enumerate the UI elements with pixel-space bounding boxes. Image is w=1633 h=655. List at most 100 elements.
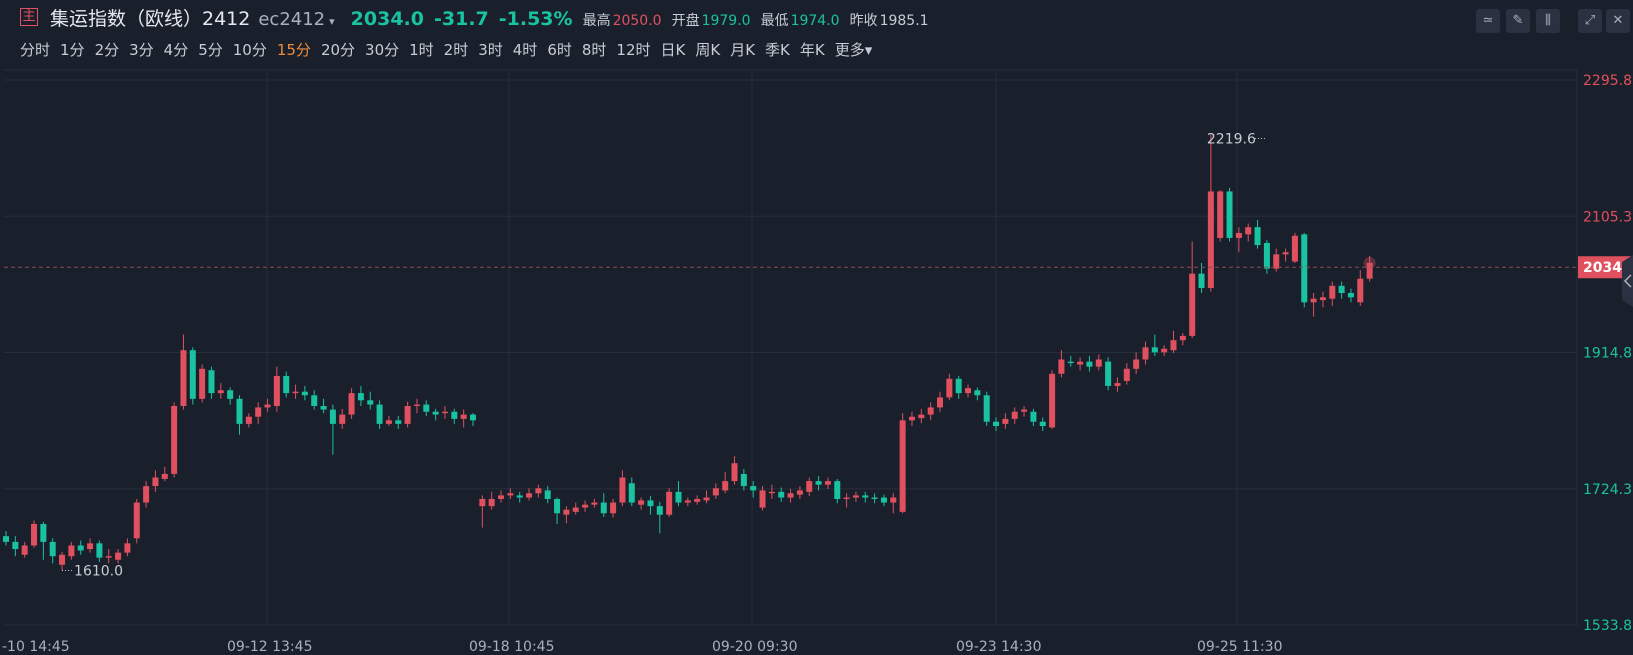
period-11[interactable]: 2时 [443, 41, 469, 59]
stat-value: 1979.0 [701, 13, 751, 29]
period-20[interactable]: 季K [765, 41, 790, 59]
candle-body [1263, 242, 1270, 269]
candle-body [40, 524, 47, 542]
candle-body [544, 490, 551, 499]
candle-body [1133, 359, 1140, 369]
period-5[interactable]: 5分 [198, 41, 223, 59]
x-tick-label: 09-25 11:30 [1197, 639, 1282, 655]
candle-body [1179, 335, 1186, 341]
period-2[interactable]: 2分 [94, 41, 120, 59]
candle-body [768, 491, 775, 494]
period-bar: 分时 1分 2分 3分 4分 5分 10分 15分 20分 30分 1时 2时 3时 4时 6时 8时 12时日… [20, 38, 882, 62]
candle-body [49, 541, 56, 557]
candle-body [376, 404, 383, 424]
candle-body [722, 481, 729, 491]
last-price-tag [1578, 256, 1633, 279]
period-17[interactable]: 日K [660, 41, 686, 59]
candle-body [470, 414, 476, 421]
candle-body [1077, 361, 1084, 365]
candle-body [1067, 361, 1074, 364]
period-4[interactable]: 4分 [163, 41, 189, 59]
candle-body [199, 368, 206, 399]
x-tick-label: 09-18 10:45 [469, 639, 554, 655]
candle-body [1039, 421, 1046, 427]
candle-body [236, 398, 243, 424]
candle-body [834, 481, 841, 499]
close-icon[interactable]: ✕ [1606, 9, 1630, 33]
period-13[interactable]: 4时 [512, 41, 538, 59]
period-21[interactable]: 年K [799, 41, 825, 59]
candle-body [656, 506, 663, 515]
candle-body [694, 498, 701, 502]
candle-body [712, 488, 719, 496]
candle-body [3, 536, 9, 542]
period-0[interactable]: 分时 [20, 41, 51, 59]
live-pulse-dot [1363, 256, 1376, 269]
fullscreen-icon[interactable]: ⤢ [1578, 9, 1602, 33]
collapse-handle[interactable] [1622, 255, 1633, 307]
period-9[interactable]: 30分 [365, 41, 400, 59]
candle-body [684, 500, 691, 503]
candle-body [880, 497, 887, 503]
stat-label: 最低 [760, 13, 789, 29]
candle-body [451, 411, 458, 419]
candle-body [273, 375, 280, 406]
period-8[interactable]: 20分 [320, 41, 356, 59]
instrument-code[interactable]: ec2412 [258, 9, 326, 30]
candle-body [619, 477, 626, 503]
candle-body [1254, 227, 1261, 246]
candle-body [806, 481, 813, 492]
instrument-name[interactable]: 集运指数（欧线）2412 [50, 8, 251, 30]
candle-body [507, 493, 514, 496]
period-7[interactable]: 15分 [276, 41, 311, 59]
period-15[interactable]: 8时 [581, 41, 607, 59]
candle-body [31, 524, 38, 546]
period-1[interactable]: 1分 [60, 41, 85, 59]
period-16[interactable]: 12时 [616, 41, 651, 59]
candle-body [311, 395, 318, 406]
stat-label: 开盘 [671, 13, 700, 29]
candle-body [115, 552, 122, 560]
period-12[interactable]: 3时 [478, 41, 503, 59]
candle-body [759, 490, 766, 508]
period-3[interactable]: 3分 [129, 41, 154, 59]
period-18[interactable]: 周K [695, 41, 721, 59]
title-row: 集运指数（欧线）2412 ec2412 ▾ 2034.0 -31.7 -1.53… [50, 4, 929, 32]
candle-body [740, 473, 747, 487]
indicator-icon[interactable]: ≃ [1476, 9, 1500, 33]
candle-body [1217, 191, 1224, 238]
period-6[interactable]: 10分 [232, 41, 267, 59]
candle-body [1226, 191, 1233, 238]
candle-body [1282, 252, 1289, 255]
candle-body [460, 414, 467, 419]
candle-body [320, 405, 327, 410]
candle-body [441, 411, 448, 414]
chevron-down-icon[interactable]: ▾ [329, 15, 335, 28]
candle-body [329, 409, 336, 424]
y-tick-label: 1724.3 [1583, 482, 1632, 498]
stat-value: 2050.0 [612, 13, 662, 29]
candle-body [385, 420, 392, 424]
candle-body [208, 370, 215, 394]
candle-body [554, 498, 561, 514]
candle-body [796, 490, 803, 495]
period-10[interactable]: 1时 [409, 41, 434, 59]
candle-body [1273, 254, 1280, 269]
candle-body [1198, 273, 1205, 288]
x-tick-label: 09-12 13:45 [227, 639, 312, 655]
period-22[interactable]: 更多▾ [834, 41, 873, 59]
candle-body [600, 502, 607, 514]
candle-body [404, 405, 411, 424]
draw-pen-icon[interactable]: ✎ [1506, 9, 1530, 33]
candle-body [87, 543, 94, 550]
y-tick-label: 2295.8 [1583, 73, 1632, 89]
candle-body [367, 400, 374, 405]
candle-type-icon[interactable]: ⫼ [1536, 9, 1560, 33]
candle-body [1189, 273, 1196, 336]
candle-body [1086, 361, 1093, 367]
period-19[interactable]: 月K [730, 41, 756, 59]
candle-body [1030, 411, 1037, 422]
candle-body [161, 473, 168, 479]
period-14[interactable]: 6时 [547, 41, 572, 59]
